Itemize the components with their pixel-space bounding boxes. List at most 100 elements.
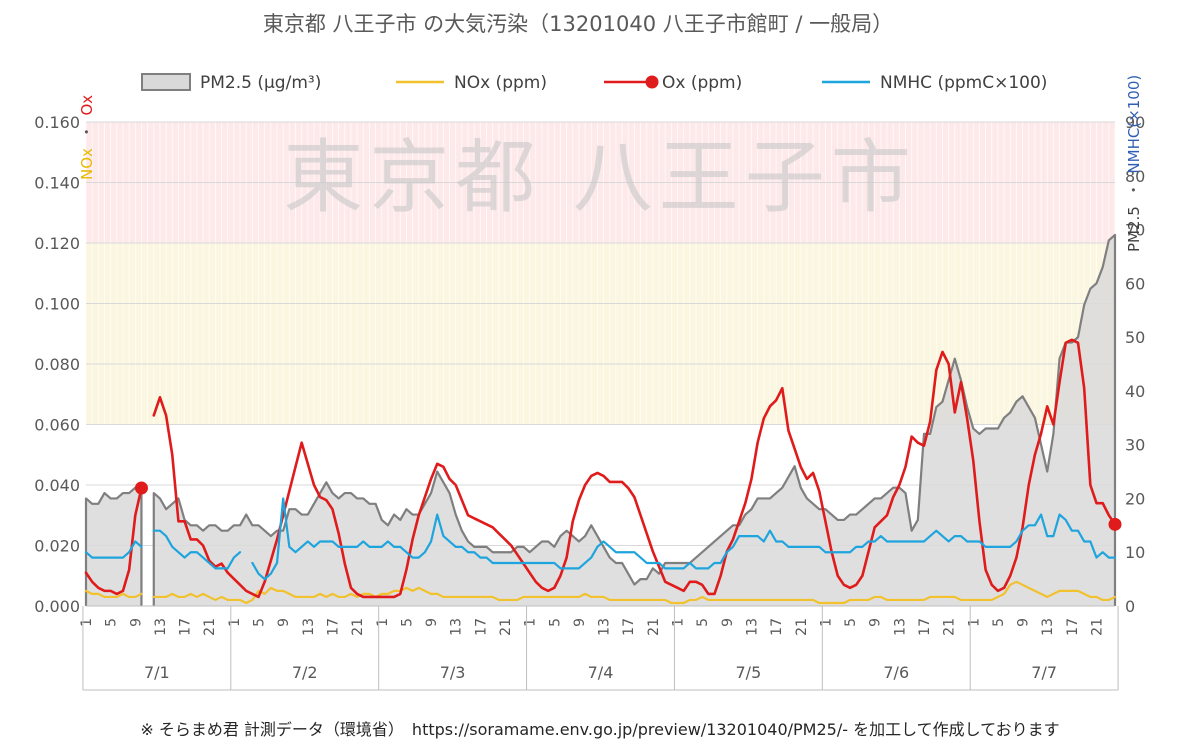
source-footer: ※ そらまめ君 計測データ（環境省） https://soramame.env.… [140,720,1059,739]
hour-tick-label: 21 [1090,618,1106,636]
series-pm25-line [152,233,1117,606]
right-tick-label: 40 [1125,382,1145,401]
hour-tick-label: 17 [1065,618,1081,636]
left-tick-label: 0.020 [34,537,80,556]
axes: 0.000 0.020 0.040 0.060 0.080 0.100 0.120 0.140… [34,113,1145,691]
right-axis-label: PM2.5 ・ NMHC(×100) [1125,75,1143,252]
watermark-text: 東京都 八王子市 [283,131,916,224]
hour-tick-label: 17 [917,618,933,636]
hour-tick-label: 17 [178,618,194,636]
hour-tick-label: 21 [646,618,662,636]
hour-tick-label: 9 [572,618,588,627]
right-tick-label: 0 [1125,597,1135,616]
legend-label-nmhc: NMHC (ppmC×100) [880,73,1047,93]
hour-tick-label: 13 [892,618,908,636]
hour-tick-label: 9 [276,618,292,627]
legend-marker-ox [645,75,659,89]
day-label: 7/1 [144,663,170,682]
right-tick-label: 30 [1125,436,1145,455]
right-axis-label-nmhc: NMHC(×100) [1125,75,1143,174]
hour-tick-label: 1 [79,618,95,627]
series-pm25-area [153,234,1115,606]
series-ox-line [84,486,143,596]
hour-tick-label: 1 [227,618,243,627]
svg-text:PM2.5 ・ NMHC(×100): PM2.5 ・ NMHC(×100) [1125,75,1143,252]
hour-tick-label: 21 [498,618,514,636]
left-tick-label: 0.040 [34,476,80,495]
day-label: 7/6 [883,663,909,682]
hour-tick-label: 5 [399,618,415,627]
left-axis-label-ox: Ox [78,95,96,116]
legend-label-nox: NOx (ppm) [454,73,547,93]
series-nmhc-line [84,540,143,559]
left-axis-label: NOx ・ Ox [78,95,96,180]
hour-tick-label: 21 [942,618,958,636]
hour-tick-label: 5 [991,618,1007,627]
hour-tick-label: 9 [128,618,144,627]
hour-tick-label: 17 [473,618,489,636]
hour-tick-label: 17 [325,618,341,636]
series-nox-line [152,580,1117,605]
hour-tick-label: 17 [769,618,785,636]
series-nox-line [84,589,143,599]
left-tick-label: 0.100 [34,295,80,314]
hour-tick-label: 9 [720,618,736,627]
legend-swatch-pm25 [141,73,191,91]
hour-tick-label: 5 [252,618,268,627]
hour-tick-label: 5 [843,618,859,627]
hour-tick-label: 13 [744,618,760,636]
hour-tick-label: 21 [350,618,366,636]
hour-tick-label: 5 [547,618,563,627]
hour-tick-label: 9 [868,618,884,627]
hour-tick-label: 13 [597,618,613,636]
left-tick-label: 0.120 [34,234,80,253]
series-ox-marker [134,481,148,495]
legend: PM2.5 (µg/m³) NOx (ppm) Ox (ppm) NMHC (ppmC… [141,73,1047,93]
day-label: 7/5 [736,663,762,682]
day-label: 7/2 [292,663,318,682]
left-tick-label: 0.160 [34,113,80,132]
hour-tick-label: 9 [1016,618,1032,627]
right-tick-label: 10 [1125,543,1145,562]
right-tick-label: 70 [1125,221,1145,240]
hour-tick-label: 1 [671,618,687,627]
hour-tick-label: 13 [449,618,465,636]
day-label: 7/4 [588,663,614,682]
right-tick-label: 80 [1125,167,1145,186]
hour-tick-label: 5 [104,618,120,627]
hour-tick-label: 13 [153,618,169,636]
series-layer [84,233,1122,606]
right-tick-label: 50 [1125,328,1145,347]
right-tick-label: 60 [1125,274,1145,293]
left-axis-label-nox: NOx [78,148,96,180]
right-tick-label: 90 [1125,113,1145,132]
right-axis-label-pm25: PM2.5 [1125,206,1143,252]
hour-tick-label: 1 [966,618,982,627]
left-tick-label: 0.140 [34,174,80,193]
right-axis-label-sep: ・ [1125,182,1143,197]
legend-label-pm25: PM2.5 (µg/m³) [200,73,321,93]
left-tick-label: 0.060 [34,416,80,435]
right-tick-label: 20 [1125,489,1145,508]
hour-tick-label: 5 [695,618,711,627]
series-nmhc-line [152,529,242,570]
left-tick-label: 0.080 [34,355,80,374]
svg-text:NOx ・ Ox: NOx ・ Ox [78,95,96,180]
hour-tick-label: 13 [301,618,317,636]
hour-tick-label: 1 [523,618,539,627]
left-tick-label: 0.000 [34,597,80,616]
hour-tick-label: 17 [621,618,637,636]
legend-label-ox: Ox (ppm) [662,73,742,93]
hour-tick-label: 21 [202,618,218,636]
hour-tick-label: 21 [794,618,810,636]
hour-tick-label: 1 [375,618,391,627]
series-ox-marker [1108,517,1122,531]
day-label: 7/3 [440,663,466,682]
hour-tick-label: 9 [424,618,440,627]
left-axis-label-sep: ・ [78,124,96,139]
hour-tick-label: 13 [1040,618,1056,636]
day-label: 7/7 [1031,663,1057,682]
series-ox-line [152,338,1117,599]
